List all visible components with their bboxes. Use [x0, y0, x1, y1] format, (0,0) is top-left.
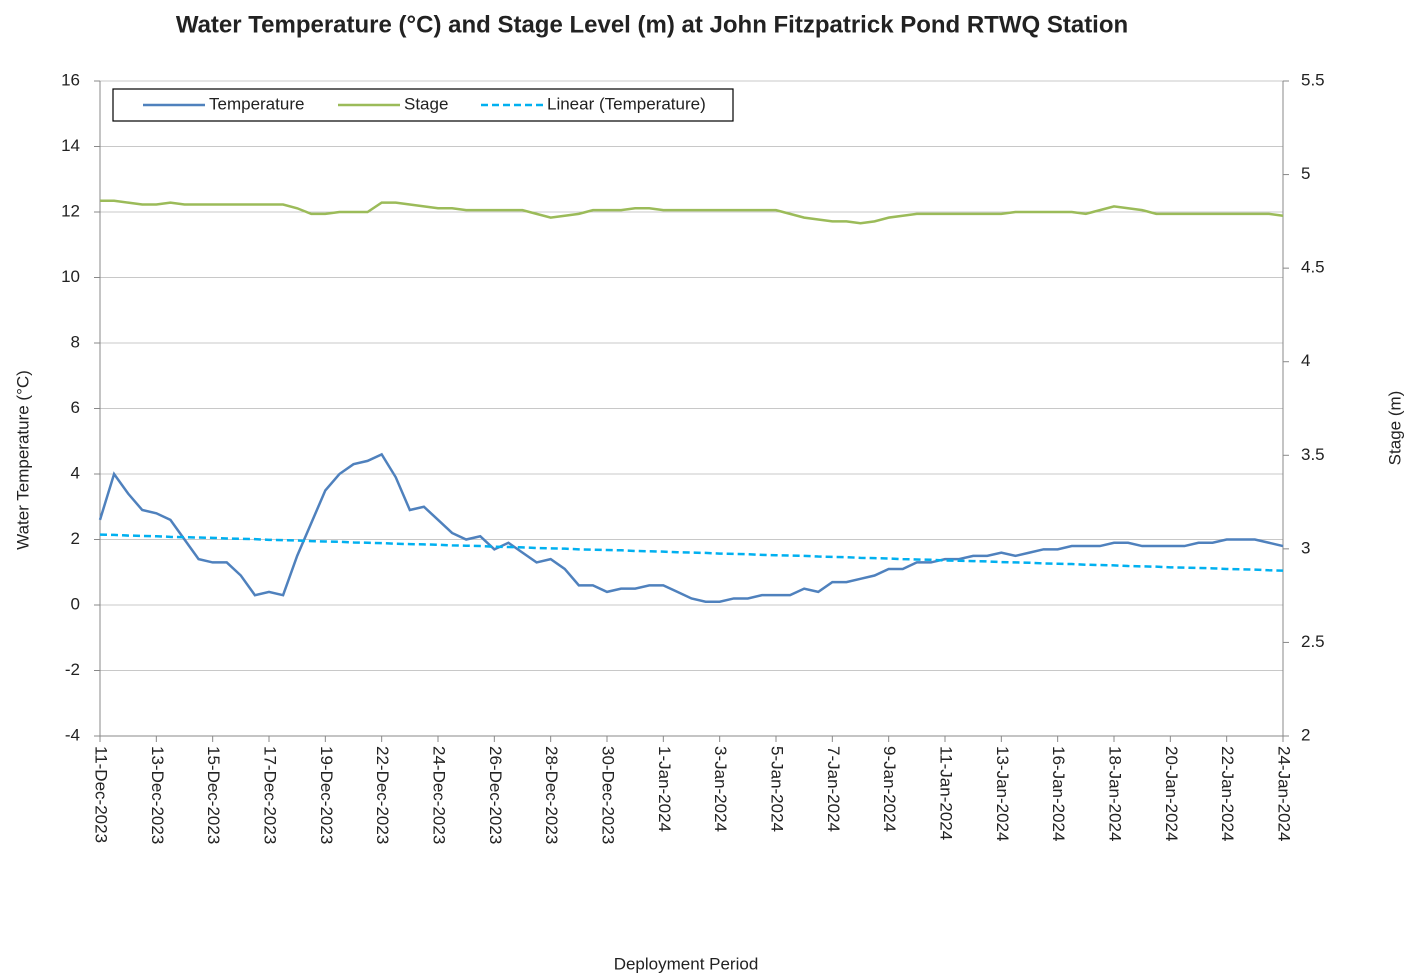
- legend-label: Stage: [404, 94, 448, 113]
- x-tick-label: 9-Jan-2024: [880, 746, 899, 832]
- series-line: [98, 452, 1284, 603]
- y-tick-label: 12: [61, 201, 80, 220]
- y2-tick-label: 5.5: [1301, 70, 1325, 89]
- y-tick-label: 2: [71, 529, 80, 548]
- y-tick-label: 4: [71, 463, 80, 482]
- y-tick-label: -2: [65, 660, 80, 679]
- x-tick-label: 15-Dec-2023: [204, 746, 223, 844]
- x-tick-label: 5-Jan-2024: [768, 746, 787, 832]
- y-tick-label: 6: [71, 398, 80, 417]
- x-tick-label: 1-Jan-2024: [655, 746, 674, 832]
- x-tick-label: 19-Dec-2023: [317, 746, 336, 844]
- x-tick-label: 13-Jan-2024: [993, 746, 1012, 841]
- y-tick-label: 10: [61, 267, 80, 286]
- legend-label: Linear (Temperature): [547, 94, 706, 113]
- y2-tick-label: 3: [1301, 538, 1310, 557]
- y2-tick-label: 2: [1301, 725, 1310, 744]
- x-tick-label: 24-Jan-2024: [1275, 746, 1294, 841]
- y-tick-label: 16: [61, 70, 80, 89]
- x-tick-label: 26-Dec-2023: [486, 746, 505, 844]
- y2-tick-label: 3.5: [1301, 445, 1325, 464]
- x-tick-label: 3-Jan-2024: [711, 746, 730, 832]
- x-tick-label: 20-Jan-2024: [1162, 746, 1181, 841]
- y2-tick-label: 4: [1301, 351, 1310, 370]
- y-tick-label: 8: [71, 332, 80, 351]
- y-axis-title: Water Temperature (°C): [13, 370, 32, 550]
- legend-box: [112, 88, 734, 122]
- y2-axis-title: Stage (m): [1385, 391, 1404, 466]
- x-tick-label: 17-Dec-2023: [261, 746, 280, 844]
- x-tick-label: 22-Dec-2023: [373, 746, 392, 844]
- x-tick-label: 28-Dec-2023: [542, 746, 561, 844]
- legend-label: Temperature: [209, 94, 304, 113]
- x-tick-label: 7-Jan-2024: [824, 746, 843, 832]
- y2-tick-label: 4.5: [1301, 258, 1325, 277]
- series-line: [100, 199, 1284, 225]
- y2-tick-label: 2.5: [1301, 632, 1325, 651]
- x-tick-label: 13-Dec-2023: [148, 746, 167, 844]
- x-axis-title: Deployment Period: [614, 954, 759, 973]
- y-tick-label: -4: [65, 725, 80, 744]
- y-tick-label: 14: [61, 136, 80, 155]
- chart-title: Water Temperature (°C) and Stage Level (…: [176, 11, 1128, 38]
- x-tick-label: 22-Jan-2024: [1218, 746, 1237, 841]
- x-tick-label: 11-Jan-2024: [937, 746, 956, 840]
- y-tick-label: 0: [71, 594, 80, 613]
- x-tick-label: 16-Jan-2024: [1049, 746, 1068, 841]
- x-tick-label: 30-Dec-2023: [599, 746, 618, 844]
- x-tick-label: 24-Dec-2023: [430, 746, 449, 844]
- x-tick-label: 11-Dec-2023: [92, 746, 111, 843]
- x-tick-label: 18-Jan-2024: [1106, 746, 1125, 841]
- y2-tick-label: 5: [1301, 164, 1310, 183]
